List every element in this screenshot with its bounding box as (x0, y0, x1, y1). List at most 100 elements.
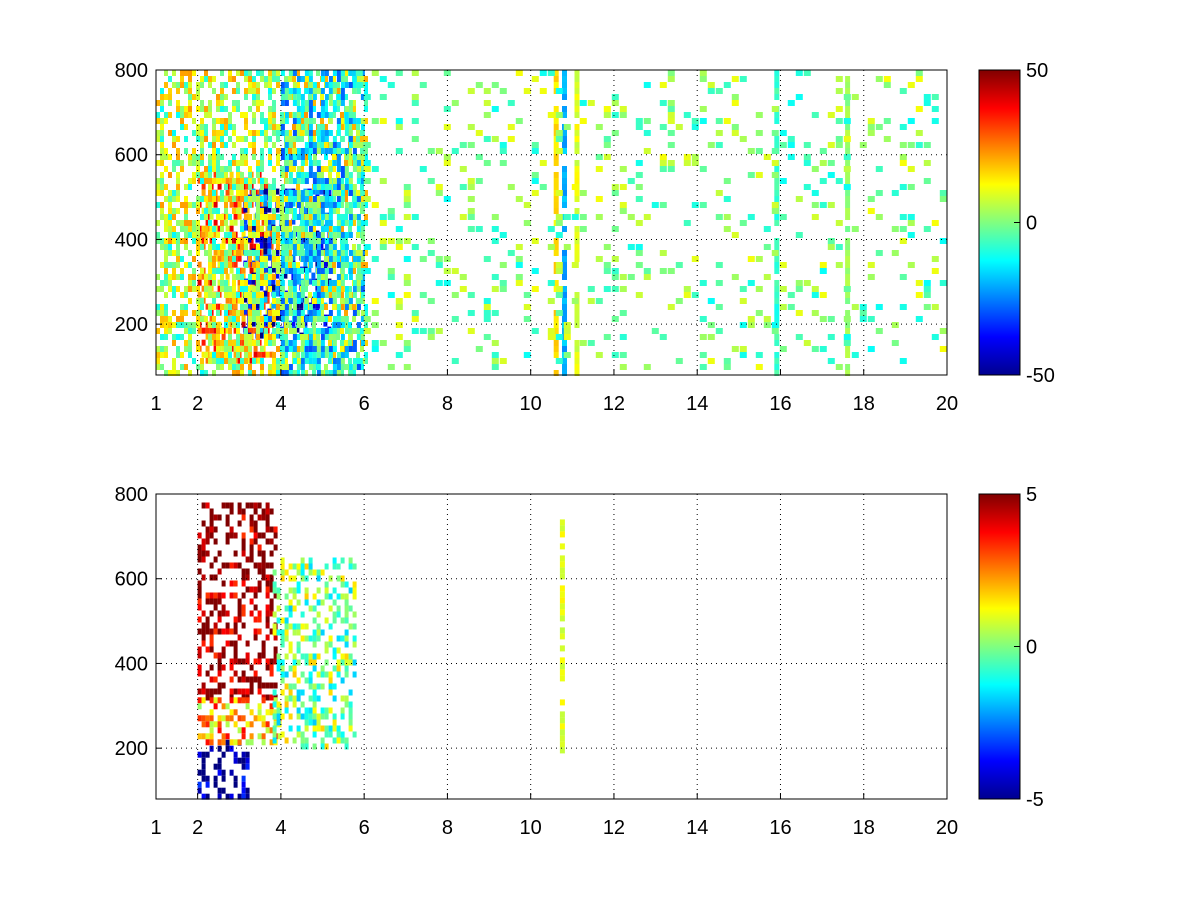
heatmap-cell (312, 232, 316, 238)
heatmap-cell (257, 532, 262, 539)
heatmap-cell (336, 172, 340, 178)
heatmap-cell (312, 635, 317, 642)
heatmap-cell (883, 76, 891, 82)
heatmap-cell (491, 310, 499, 316)
heatmap-cell (699, 106, 707, 112)
heatmap-cell (739, 286, 747, 292)
heatmap-cell (229, 676, 234, 683)
heatmap-cell (205, 333, 210, 340)
heatmap-cell (715, 118, 723, 124)
heatmap-cell (184, 136, 188, 142)
heatmap-cell (559, 669, 565, 676)
heatmap-cell (320, 292, 325, 298)
heatmap-cell (559, 585, 565, 592)
heatmap-cell (312, 364, 316, 370)
heatmap-cell (192, 256, 196, 262)
heatmap-cell (200, 118, 204, 124)
heatmap-cell (939, 190, 947, 196)
heatmap-cell (225, 189, 230, 196)
heatmap-cell (220, 94, 224, 100)
heatmap-cell (555, 310, 563, 316)
heatmap-cell (272, 611, 277, 618)
heatmap-cell (931, 118, 939, 124)
heatmap-cell (168, 220, 172, 226)
heatmap-cell (213, 697, 218, 704)
heatmap-cell (204, 178, 208, 184)
heatmap-cell (562, 358, 567, 364)
heatmap-cell (213, 628, 218, 635)
heatmap-cell (212, 118, 216, 124)
heatmap-cell (403, 184, 411, 190)
heatmap-cell (236, 292, 240, 298)
heatmap-cell (196, 166, 200, 172)
heatmap-cell (197, 652, 202, 659)
heatmap-cell (241, 592, 246, 599)
heatmap-cell (288, 328, 293, 334)
heatmap-cell (332, 256, 337, 262)
heatmap-cell (241, 231, 246, 238)
heatmap-cell (835, 262, 843, 268)
heatmap-cell (316, 671, 321, 678)
heatmap-cell (264, 76, 268, 82)
heatmap-cell (324, 220, 329, 226)
heatmap-cell (292, 280, 297, 286)
heatmap-cell (559, 723, 565, 730)
heatmap-cell (324, 244, 329, 250)
heatmap-cell (308, 316, 313, 322)
heatmap-cell (272, 334, 276, 340)
heatmap-cell (779, 262, 787, 268)
heatmap-cell (320, 665, 325, 672)
heatmap-cell (771, 250, 779, 256)
heatmap-cell (312, 250, 317, 256)
heatmap-cell (276, 130, 280, 136)
heatmap-cell (332, 88, 337, 94)
heatmap-cell (819, 292, 827, 298)
heatmap-cell (228, 346, 232, 352)
heatmap-cell (875, 328, 883, 334)
heatmap-cell (244, 352, 248, 358)
heatmap-cell (574, 346, 580, 352)
heatmap-cell (269, 598, 274, 605)
heatmap-cell (300, 100, 305, 106)
heatmap-cell (232, 364, 236, 370)
heatmap-cell (265, 201, 270, 208)
heatmap-cell (164, 346, 168, 352)
heatmap-cell (296, 136, 300, 142)
heatmap-cell (845, 352, 851, 358)
heatmap-cell (562, 250, 567, 256)
heatmap-cell (411, 328, 419, 334)
heatmap-cell (356, 256, 361, 262)
heatmap-cell (320, 136, 325, 142)
heatmap-cell (240, 364, 244, 370)
heatmap-cell (253, 670, 258, 677)
heatmap-cell (232, 280, 236, 286)
heatmap-cell (324, 713, 329, 720)
heatmap-cell (217, 285, 222, 292)
heatmap-cell (747, 148, 755, 154)
heatmap-cell (271, 266, 276, 273)
heatmap-cell (308, 112, 313, 118)
heatmap-cell (208, 106, 212, 112)
heatmap-cell (280, 226, 285, 232)
heatmap-cell (328, 358, 332, 364)
heatmap-cell (587, 340, 595, 346)
heatmap-cell (237, 634, 242, 641)
heatmap-cell (308, 190, 313, 196)
heatmap-cell (336, 190, 340, 196)
heatmap-cell (304, 70, 309, 76)
heatmap-cell (249, 682, 254, 689)
heatmap-cell (352, 124, 356, 130)
heatmap-cell (240, 286, 244, 292)
heatmap-cell (249, 267, 254, 274)
heatmap-cell (300, 250, 305, 256)
heatmap-cell (296, 713, 301, 720)
heatmap-cell (205, 231, 210, 238)
heatmap-cell (296, 178, 301, 184)
heatmap-cell (515, 256, 523, 262)
heatmap-cell (288, 623, 293, 630)
heatmap-cell (320, 352, 325, 358)
heatmap-cell (300, 208, 304, 214)
heatmap-cell (352, 136, 356, 142)
heatmap-cell (340, 593, 345, 600)
heatmap-cell (220, 364, 224, 370)
